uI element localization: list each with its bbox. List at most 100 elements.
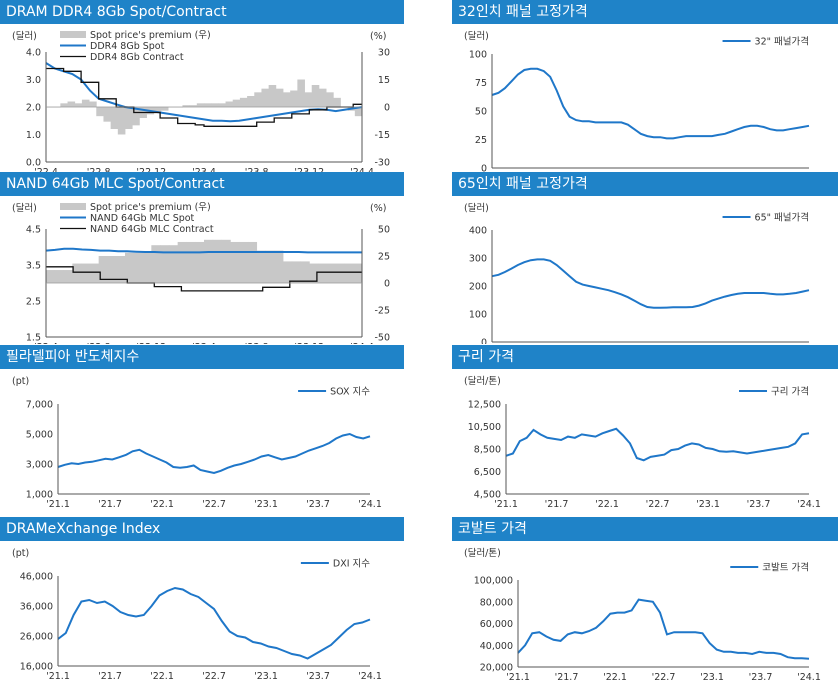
x-tick-label: '21.7 — [555, 672, 579, 683]
y-tick-label: 6,500 — [474, 467, 501, 478]
y2-tick-label: 50 — [378, 225, 390, 236]
premium-bar — [74, 103, 83, 107]
premium-bar — [309, 263, 319, 283]
x-tick-label: '22.4 — [34, 342, 58, 344]
contract-line — [46, 266, 362, 292]
premium-bar — [354, 107, 363, 117]
y-tick-label: 200 — [469, 282, 487, 293]
x-tick-label: '23.1 — [254, 499, 278, 510]
chart-lcd65: (달러)4003002001000'21.1'21.6'21.11'22.4'2… — [464, 202, 810, 344]
premium-bar — [274, 250, 284, 283]
y-tick-label: 8,500 — [474, 445, 501, 456]
x-tick-label: '24.1 — [358, 499, 382, 510]
y-tick-label: 3.5 — [26, 261, 41, 272]
premium-bar — [265, 250, 275, 283]
premium-bar — [326, 92, 334, 107]
y-tick-label: 400 — [469, 226, 487, 237]
premium-bar — [297, 79, 305, 107]
premium-bar — [268, 85, 277, 107]
premium-bar — [153, 107, 162, 113]
y-axis-unit-label: (pt) — [12, 548, 29, 559]
x-tick-label: '23.1 — [700, 672, 724, 683]
premium-bar — [67, 101, 76, 107]
premium-bar — [189, 105, 198, 107]
premium-bar — [290, 90, 298, 107]
y2-tick-label: 25 — [378, 252, 390, 263]
x-tick-label: '22.8 — [87, 167, 111, 172]
premium-bar — [283, 92, 291, 107]
y-tick-label: 50 — [475, 107, 487, 118]
x-tick-label: '22.1 — [150, 671, 174, 682]
premium-bar — [196, 103, 205, 107]
series-line — [57, 586, 371, 660]
x-tick-label: '24.4 — [350, 342, 374, 344]
legend-label: 65" 패널가격 — [755, 212, 809, 224]
premium-bar — [46, 270, 56, 283]
y-tick-label: 60,000 — [480, 619, 513, 630]
contract-line — [46, 67, 362, 127]
x-tick-label: '24.1 — [358, 671, 382, 682]
premium-bar — [283, 261, 293, 283]
panel-title: NAND 64Gb MLC Spot/Contract — [0, 172, 404, 196]
x-tick-label: '22.7 — [652, 672, 676, 683]
x-tick-label: '23.7 — [306, 671, 330, 682]
x-tick-label: '23.4 — [192, 167, 216, 172]
premium-bar — [116, 256, 126, 283]
x-tick-label: '24.1 — [797, 672, 821, 683]
legend-label: DXI 지수 — [333, 559, 370, 570]
panel-title: 구리 가격 — [452, 345, 838, 369]
y-tick-label: 3,000 — [26, 460, 53, 471]
y2-tick-label: -25 — [374, 306, 390, 317]
premium-bar — [110, 107, 119, 129]
premium-bar — [247, 96, 255, 107]
series-line — [517, 598, 810, 660]
y-tick-label: 100,000 — [474, 576, 513, 587]
premium-bar — [60, 103, 68, 107]
chart-cobalt: (달러/톤)100,00080,00060,00040,00020,000'21… — [464, 547, 821, 683]
series-line — [505, 427, 810, 462]
x-tick-label: '22.12 — [136, 342, 166, 344]
legend-label: Spot price's premium (우) — [90, 30, 211, 41]
premium-bar — [125, 107, 133, 129]
y-axis-unit-label: (달러/톤) — [464, 547, 501, 559]
x-tick-label: '21.1 — [46, 671, 70, 682]
series-line — [491, 258, 810, 309]
legend-label: 32" 패널가격 — [755, 36, 809, 48]
x-tick-label: '22.1 — [603, 672, 627, 683]
panel-title: 코발트 가격 — [452, 517, 838, 541]
x-tick-label: '23.12 — [294, 342, 324, 344]
legend-label: SOX 지수 — [330, 387, 370, 398]
premium-bar — [221, 239, 231, 283]
y-axis-unit-label: (달러/톤) — [464, 375, 501, 387]
y-tick-label: 2.0 — [26, 103, 41, 114]
chart-lcd32: (달러)1007550250'21.1'21.6'21.11'22.4'22.9… — [464, 30, 810, 173]
x-tick-label: '23.7 — [749, 672, 773, 683]
y-tick-label: 0 — [481, 164, 487, 173]
y-tick-label: 7,000 — [26, 400, 53, 411]
premium-bar — [107, 256, 117, 283]
x-tick-label: '23.8 — [245, 342, 269, 344]
premium-bar — [151, 245, 161, 283]
premium-bar — [254, 92, 262, 107]
legend-label: NAND 64Gb MLC Spot — [90, 213, 195, 224]
y-axis-unit-label: (달러) — [464, 30, 489, 42]
panel-title: 65인치 패널 고정가격 — [452, 172, 838, 196]
series-line — [491, 67, 810, 140]
y-axis-unit-label: (달러) — [12, 202, 37, 214]
y2-tick-label: -15 — [374, 130, 390, 141]
panel-copper: 구리 가격 (달러/톤) 12,500 10,500 8,500 6,500 4,500 '… — [452, 345, 838, 517]
y-tick-label: 12,500 — [468, 400, 501, 411]
panel-title: DRAMeXchange Index — [0, 517, 404, 541]
premium-bar — [304, 92, 313, 107]
x-tick-label: '21.1 — [46, 499, 70, 510]
chart-sox: (pt) 7,000 5,000 3,000 1,000'21.1 '21.7 '22.1 '… — [12, 376, 382, 510]
panel-dxi: DRAMeXchange Index (pt) 46,000 36,000 26,00… — [0, 517, 404, 689]
premium-bar — [81, 99, 90, 107]
x-tick-label: '21.7 — [98, 499, 122, 510]
panel-title: DRAM DDR4 8Gb Spot/Contract — [0, 0, 404, 24]
premium-bar — [218, 103, 226, 107]
y2-tick-label: -50 — [374, 333, 390, 344]
y-tick-label: 3.0 — [26, 75, 41, 86]
y-tick-label: 4.5 — [26, 225, 41, 236]
x-tick-label: '22.8 — [87, 342, 111, 344]
